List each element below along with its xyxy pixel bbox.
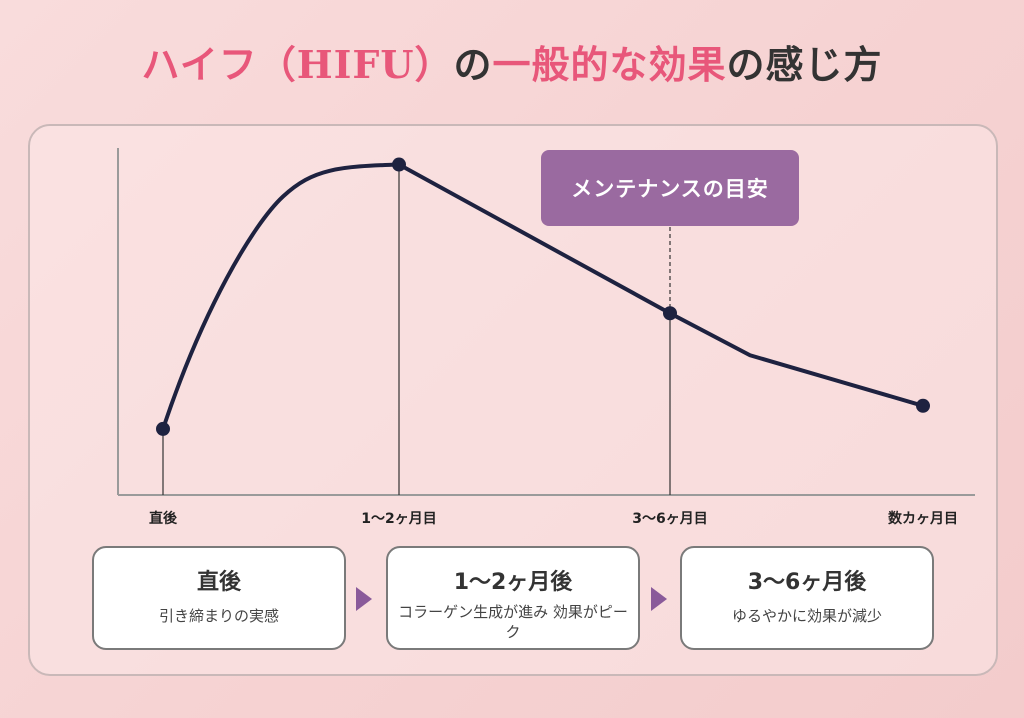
phase-card-description: 引き締まりの実感 [158,607,279,625]
title-part-3: 一般的な効果 [492,42,727,87]
x-tick-label: 数カヶ月目 [888,511,958,527]
maintenance-annotation: メンテナンスの目安 [541,150,799,226]
phase-card-immediate: 直後 引き締まりの実感 [92,546,346,650]
phase-card-description: ゆるやかに効果が減少 [731,607,882,625]
arrow-right-icon [356,587,372,611]
title-part-4: の感じ方 [726,42,883,87]
data-point [916,398,930,413]
phase-card-description: コラーゲン生成が進み 効果がピーク [398,603,628,641]
phase-card-heading: 直後 [196,570,241,595]
x-tick-label: 直後 [149,511,177,527]
phase-card-1-2-months: 1〜2ヶ月後 コラーゲン生成が進み 効果がピーク [386,546,640,650]
arrow-right-icon [651,587,667,611]
phase-card-heading: 3〜6ヶ月後 [747,570,867,595]
x-tick-label: 3〜6ヶ月目 [632,511,708,527]
title-part-2: の [453,42,493,87]
page-title: ハイフ（HIFU）の一般的な効果の感じ方 [0,34,1024,89]
data-point [392,157,406,172]
title-part-1: ハイフ（HIFU） [141,42,454,87]
x-tick-label: 1〜2ヶ月目 [361,511,437,527]
phase-card-heading: 1〜2ヶ月後 [453,570,573,595]
phase-card-3-6-months: 3〜6ヶ月後 ゆるやかに効果が減少 [680,546,934,650]
data-point [156,421,170,436]
series-line [161,162,925,431]
data-point [663,306,677,321]
